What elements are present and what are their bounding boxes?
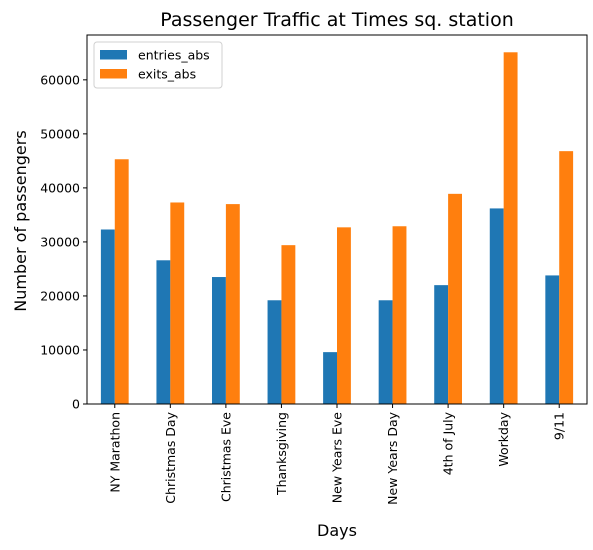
bar-exits_abs-6 [448,193,462,404]
bar-entries_abs-5 [378,300,393,404]
bar-entries_abs-6 [434,285,449,404]
x-tick-label-4: New Years Eve [330,412,345,503]
x-axis-label: Days [317,521,357,540]
bar-exits_abs-2 [225,204,240,404]
bar-entries_abs-7 [489,208,504,404]
bar-exits_abs-3 [281,245,296,404]
legend: entries_abs exits_abs [93,41,223,89]
y-tick-label-4: 40000 [40,180,80,195]
bar-entries_abs-2 [212,277,226,404]
y-tick-label-5: 50000 [40,126,80,141]
x-tick-label-7: Workday [496,411,511,466]
x-tick-label-2: Christmas Eve [218,412,233,502]
bar-exits_abs-5 [392,226,407,404]
legend-swatch-entries_abs [100,50,127,60]
x-tick-label-6: 4th of July [441,411,456,475]
bar-entries_abs-4 [323,352,337,404]
y-tick-label-0: 0 [72,397,80,412]
bar-exits_abs-4 [337,227,351,404]
x-axis: NY Marathon Christmas Day Christmas Eve Tha… [107,404,567,505]
bar-entries_abs-8 [545,275,560,404]
bar-entries_abs-0 [100,229,115,404]
y-tick-label-3: 30000 [40,234,80,249]
x-tick-label-0: NY Marathon [107,412,122,493]
x-tick-label-8: 9/11 [552,412,567,440]
legend-swatch-exits_abs [100,69,127,79]
y-axis-label: Number of passengers [11,130,30,311]
bar-exits_abs-0 [114,159,129,404]
bar-entries_abs-3 [267,300,282,404]
x-tick-label-5: New Years Day [385,411,400,504]
x-tick-label-3: Thanksgiving [274,412,289,496]
bar-exits_abs-7 [503,52,518,405]
bar-exits_abs-8 [559,151,574,404]
plot-area [86,34,588,405]
legend-label-exits_abs: exits_abs [138,67,196,82]
chart-title: Passenger Traffic at Times sq. station [160,9,514,31]
y-tick-label-6: 60000 [40,72,80,87]
y-tick-label-1: 10000 [40,342,80,357]
legend-label-entries_abs: entries_abs [138,48,210,63]
y-axis: 0 10000 20000 30000 40000 50000 60000 [40,72,87,412]
bar-exits_abs-1 [170,202,185,404]
bar-entries_abs-1 [156,260,171,404]
y-tick-label-2: 20000 [40,288,80,303]
x-tick-label-1: Christmas Day [163,411,178,503]
